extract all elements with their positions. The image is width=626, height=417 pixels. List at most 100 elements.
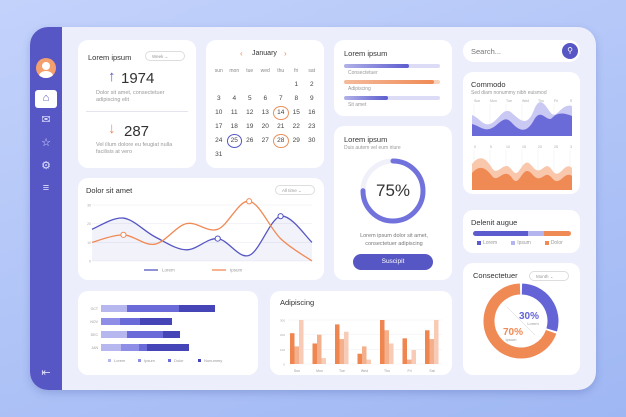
- calendar-day[interactable]: 29: [292, 137, 300, 144]
- calendar-day[interactable]: 13: [261, 109, 269, 116]
- calendar-day[interactable]: 16: [308, 109, 316, 116]
- home-icon[interactable]: ⌂: [35, 90, 57, 108]
- progress-fill: [344, 64, 410, 68]
- tick-label: 30: [570, 145, 572, 149]
- calendar-day[interactable]: 24: [215, 137, 223, 144]
- x-tick-label: Fri: [407, 369, 411, 373]
- y-tick-label: 300: [280, 319, 285, 323]
- down-text: Vel illum dolore eu feugiat nulla facili…: [96, 142, 173, 155]
- x-tick-label: Thu: [384, 369, 390, 373]
- calendar-day[interactable]: 7: [278, 95, 283, 102]
- segment-ipsum: [527, 231, 544, 236]
- weekday-label: thu: [277, 68, 285, 74]
- ipsum-percent: 70%: [503, 327, 523, 338]
- month-dropdown[interactable]: Month ⌄: [529, 271, 569, 281]
- calendar-day[interactable]: 18: [230, 123, 238, 130]
- weekday-label: sun: [214, 68, 223, 74]
- calendar-day[interactable]: 31: [215, 151, 223, 158]
- y-tick-label: 100: [280, 348, 285, 352]
- bar-segment-ipsum: [121, 344, 139, 351]
- y-tick-label: 0: [283, 363, 285, 367]
- calendar-day[interactable]: 19: [246, 123, 254, 130]
- search-icon[interactable]: ⚲: [562, 43, 578, 59]
- up-value: 1974: [121, 70, 155, 87]
- y-tick-label: 0: [89, 260, 91, 264]
- bar: [402, 338, 407, 364]
- week-dropdown[interactable]: Week ⌄: [145, 51, 185, 61]
- star-icon[interactable]: ☆: [41, 137, 51, 149]
- stacked-bar-chart: OCT NOV DEC JAN Lorem Ipsum Dolor Nonummy: [90, 305, 222, 363]
- bar: [366, 359, 371, 364]
- calendar-day[interactable]: 25: [226, 134, 242, 148]
- bar-segment-lorem: [101, 344, 121, 351]
- calendar-day[interactable]: 15: [292, 109, 300, 116]
- day-label: Thu: [538, 99, 544, 103]
- progress-track: [344, 80, 440, 84]
- calendar-day[interactable]: 14: [273, 106, 289, 120]
- x-tick-label: Mon: [316, 369, 323, 373]
- line-chart-card: Dolor sit amet All time ⌄ 0 10 20 30 Lorem Ip…: [78, 178, 324, 280]
- suscipit-button[interactable]: Suscipit: [353, 254, 433, 270]
- delenit-title: Delenit augue: [471, 218, 518, 227]
- progress-track: [344, 96, 440, 100]
- commodo-card: Commodo Sed diam nonummy nibh euismod Su…: [463, 72, 580, 194]
- divider: [86, 111, 188, 112]
- calendar-day[interactable]: 30: [308, 137, 316, 144]
- donut-chart: 30%Lorem 70%Ipsum: [483, 283, 559, 359]
- donut-card: Consectetuer Month ⌄ 30% Lorem 70% Ipsum: [463, 263, 580, 375]
- menu-icon[interactable]: ≡: [42, 182, 50, 194]
- calendar-day[interactable]: 5: [247, 95, 252, 102]
- legend-label: Dolor: [174, 358, 184, 363]
- calendar-day[interactable]: 27: [261, 137, 269, 144]
- avatar[interactable]: [36, 58, 56, 78]
- calendar-day[interactable]: 22: [292, 123, 300, 130]
- search-input[interactable]: [471, 44, 556, 58]
- chat-icon[interactable]: ✉: [41, 114, 51, 126]
- bar: [380, 320, 385, 364]
- calendar-day[interactable]: 8: [294, 95, 299, 102]
- delenit-stacked-bar: [473, 231, 571, 236]
- vbars-title: Adipiscing: [280, 298, 315, 307]
- time-range-dropdown[interactable]: All time ⌄: [275, 185, 315, 195]
- arrow-up-icon: ↑: [108, 68, 116, 85]
- calendar-day[interactable]: 23: [308, 123, 316, 130]
- calendar-day[interactable]: 3: [216, 95, 221, 102]
- bar-segment-ipsum: [101, 318, 120, 325]
- calendar-day[interactable]: 9: [309, 95, 314, 102]
- calendar-day[interactable]: 17: [215, 123, 223, 130]
- legend-item: Dolor: [544, 240, 563, 246]
- calendar-day[interactable]: 12: [246, 109, 254, 116]
- legend-label: Ipsum: [517, 240, 531, 246]
- calendar-day[interactable]: 21: [277, 123, 285, 130]
- calendar-day[interactable]: 1: [294, 81, 299, 88]
- gear-icon[interactable]: ⚙: [41, 160, 51, 172]
- line-chart: 0 10 20 30 Lorem Ipsum: [87, 198, 313, 273]
- commodo-area-charts: Sun Mon Tue Wed Thu Fri Sat 0 5 10 15 20 25 30: [472, 99, 572, 190]
- category-label: NOV: [90, 320, 98, 324]
- gauge-card: Lorem ipsum Duis autem vel eum iriure 75…: [334, 126, 452, 280]
- dashboard-window: ⌂ ✉ ☆ ⚙ ≡ ⇤ Lorem ipsum Week ⌄ ↑ 1974 Do…: [30, 27, 596, 390]
- x-tick-label: Sun: [294, 369, 300, 373]
- bar-segment-dolor: [127, 331, 163, 338]
- gauge-subtitle: Duis autem vel eum iriure: [344, 145, 401, 151]
- prev-month-button[interactable]: ‹: [240, 49, 243, 58]
- bar: [411, 350, 416, 364]
- calendar-day[interactable]: 6: [263, 95, 268, 102]
- legend-swatch: [544, 241, 549, 245]
- legend-swatch: [138, 359, 141, 362]
- legend-swatch: [108, 359, 111, 362]
- calendar-day[interactable]: 26: [246, 137, 254, 144]
- logout-icon[interactable]: ⇤: [41, 367, 51, 379]
- calendar-day[interactable]: 10: [215, 109, 223, 116]
- sidebar: ⌂ ✉ ☆ ⚙ ≡ ⇤: [30, 27, 62, 390]
- calendar-day[interactable]: 20: [261, 123, 269, 130]
- calendar-day[interactable]: 2: [309, 81, 314, 88]
- calendar-day[interactable]: 28: [273, 134, 289, 148]
- next-month-button[interactable]: ›: [284, 49, 287, 58]
- donut-slice-ipsum: [483, 283, 557, 359]
- calendar-day[interactable]: 4: [232, 95, 237, 102]
- legend-label: Lorem: [114, 358, 126, 363]
- bar: [312, 343, 317, 364]
- commodo-top-area: [472, 113, 572, 136]
- calendar-day[interactable]: 11: [230, 109, 238, 116]
